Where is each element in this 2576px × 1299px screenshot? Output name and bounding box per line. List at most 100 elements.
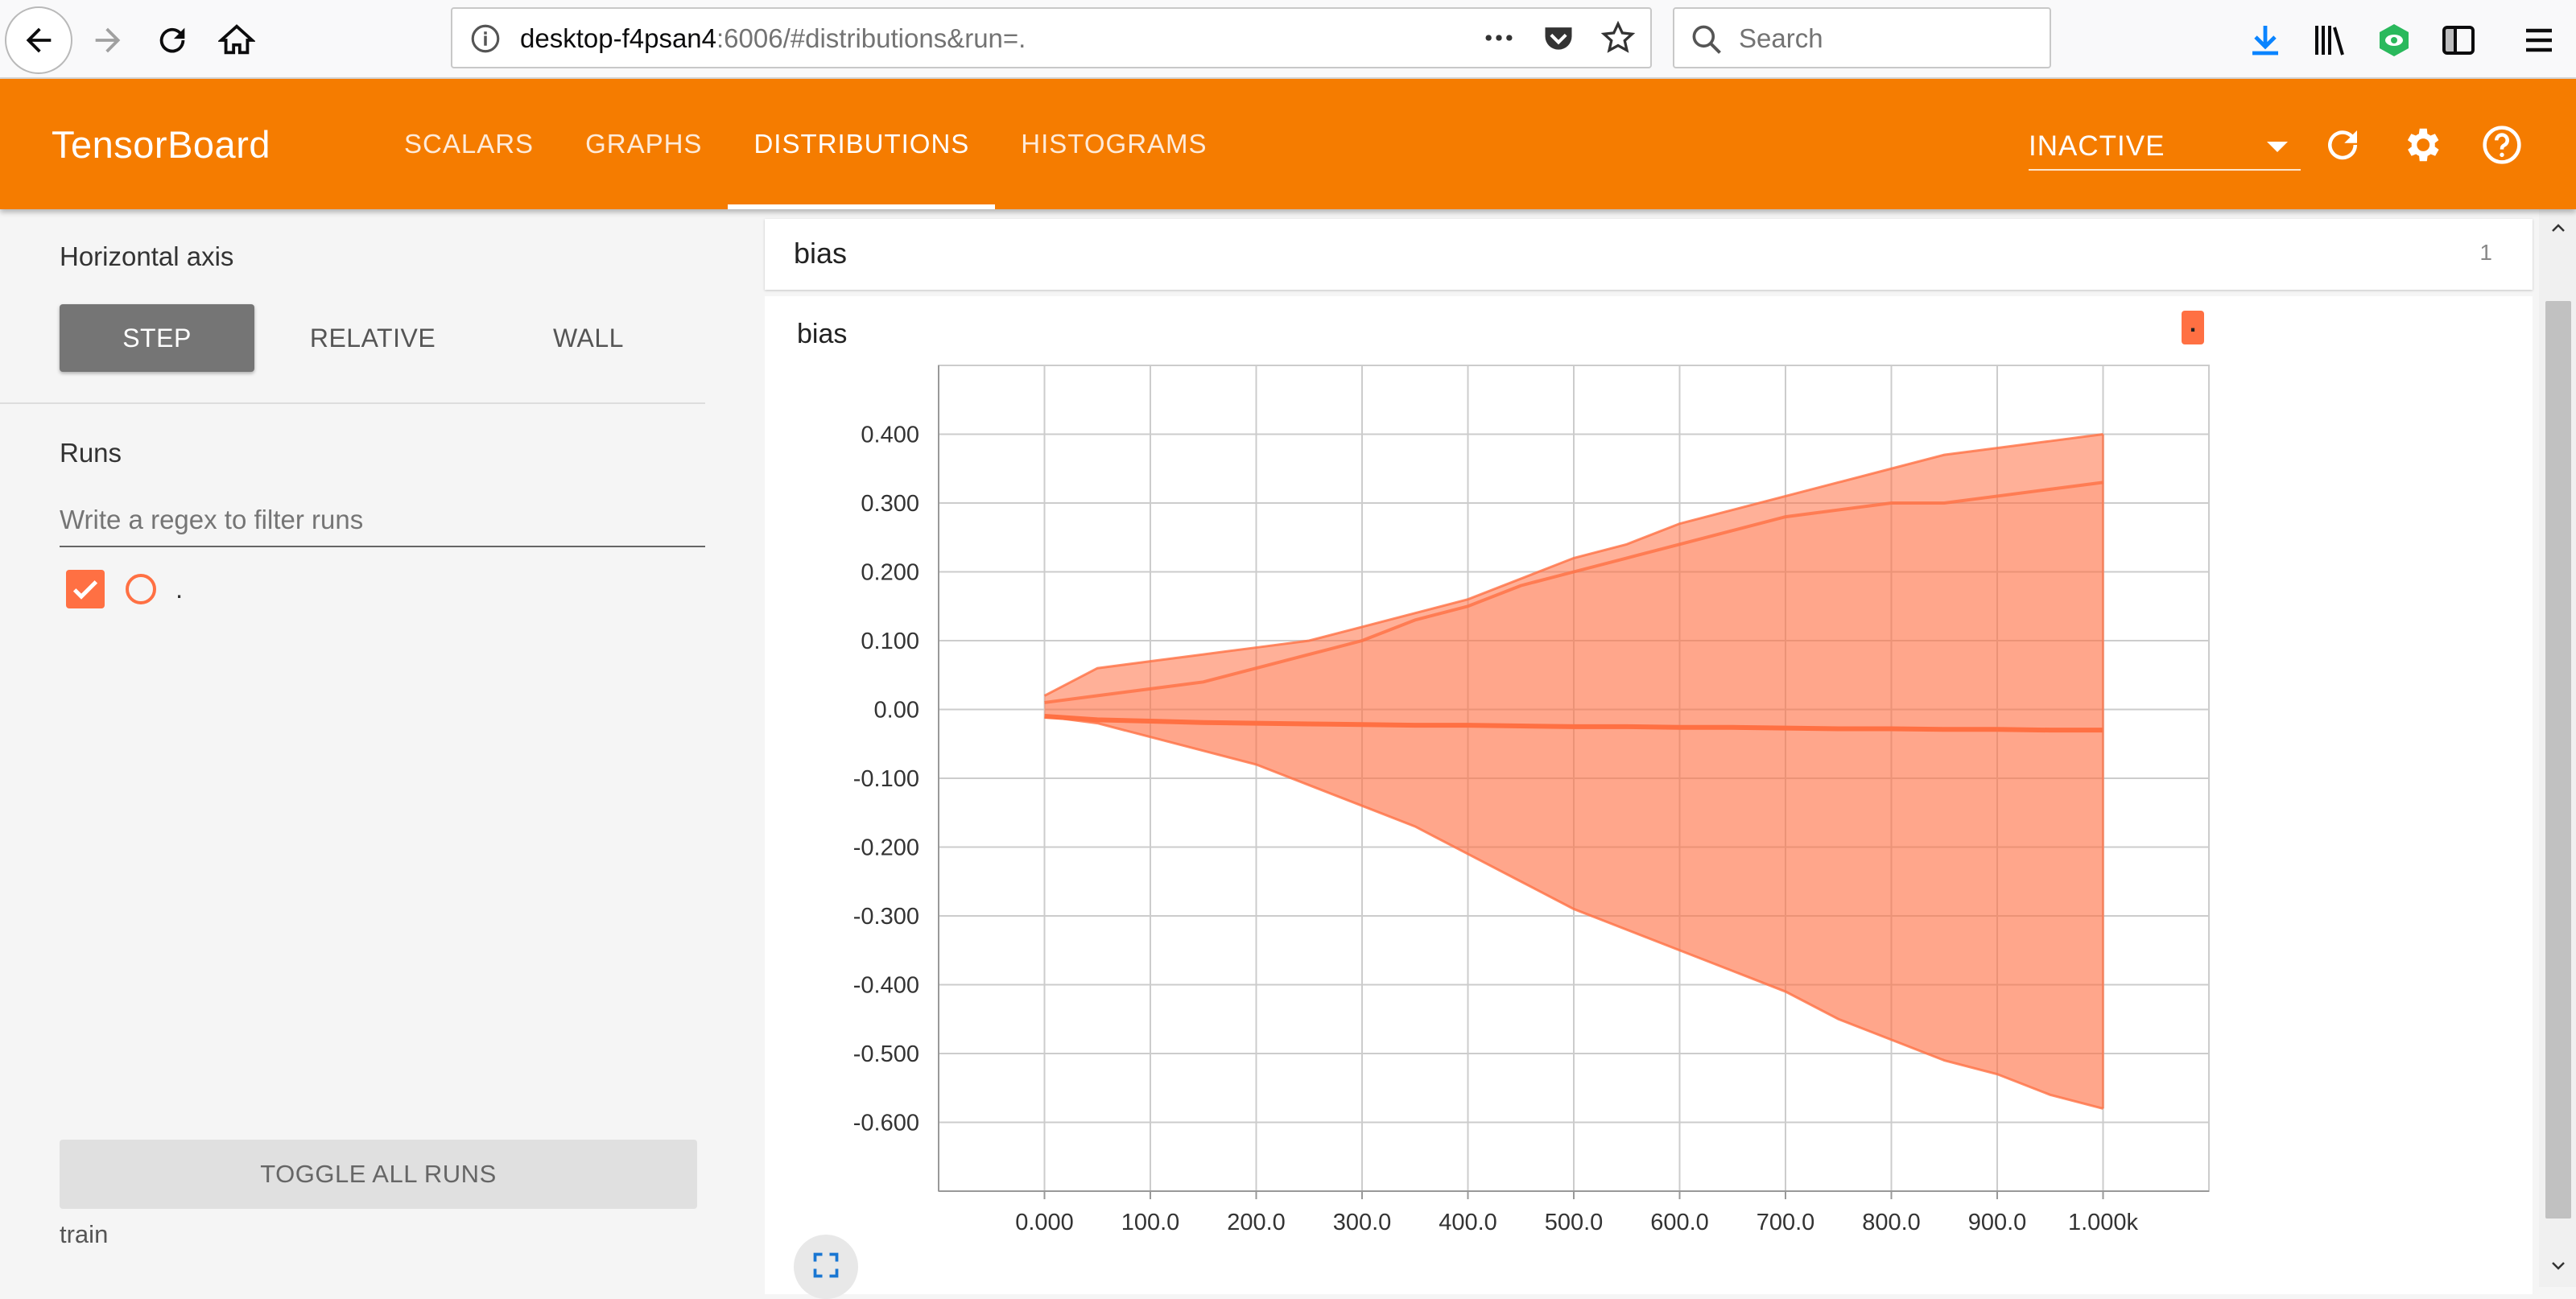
extension-button[interactable] (2370, 16, 2418, 64)
checkmark-icon (72, 580, 98, 600)
tab-distributions[interactable]: DISTRIBUTIONS (728, 79, 996, 209)
sidebar: Horizontal axis STEP RELATIVE WALL Runs … (0, 209, 705, 1287)
page-scrollbar[interactable] (2539, 209, 2576, 1287)
distribution-inner-band (1044, 482, 2103, 1109)
run-checkbox[interactable] (66, 570, 105, 608)
browser-search-box[interactable] (1673, 7, 2051, 68)
tensorboard-header: TensorBoard SCALARS GRAPHS DISTRIBUTIONS… (0, 79, 2576, 209)
menu-button[interactable] (2515, 16, 2563, 64)
x-tick-label: 200.0 (1227, 1210, 1286, 1235)
x-tick-label: 900.0 (1968, 1210, 2027, 1235)
x-tick-label: 300.0 (1333, 1210, 1392, 1235)
sidebar-toggle-button[interactable] (2434, 16, 2483, 64)
run-color-radio[interactable] (126, 574, 156, 604)
search-icon (1692, 25, 1721, 54)
help-button[interactable] (2478, 121, 2526, 169)
settings-button[interactable] (2397, 121, 2446, 169)
y-tick-label: -0.400 (853, 973, 919, 999)
hamburger-menu-icon (2526, 28, 2552, 52)
axis-relative-button[interactable]: RELATIVE (309, 323, 436, 353)
x-tick-label: 400.0 (1439, 1210, 1497, 1235)
category-count: 1 (2479, 240, 2492, 265)
upper-percentile-line (1043, 433, 2103, 697)
axis-step-button[interactable]: STEP (60, 304, 254, 372)
dropdown-value: INACTIVE (2029, 130, 2165, 162)
url-path: :6006/#distributions&run=. (716, 23, 1026, 53)
refresh-icon (2328, 130, 2358, 160)
x-tick-label: 800.0 (1862, 1210, 1921, 1235)
tab-scalars[interactable]: SCALARS (404, 129, 535, 159)
runs-regex-input[interactable] (60, 497, 705, 542)
y-tick-label: -0.500 (853, 1041, 919, 1067)
tab-histograms[interactable]: HISTOGRAMS (1021, 129, 1208, 159)
library-button[interactable] (2306, 16, 2354, 64)
url-host: desktop-f4psan4 (520, 23, 717, 53)
y-tick-label: 0.300 (861, 491, 919, 517)
y-tick-label: 0.200 (861, 560, 919, 586)
category-header[interactable]: bias 1 (765, 219, 2533, 290)
browser-search-input[interactable] (1739, 20, 2037, 57)
reload-data-button[interactable] (2318, 121, 2367, 169)
x-tick-label: 600.0 (1650, 1210, 1709, 1235)
x-tick-label: 500.0 (1545, 1210, 1604, 1235)
runs-regex-field[interactable] (60, 497, 705, 547)
url-text[interactable]: desktop-f4psan4:6006/#distributions&run=… (520, 23, 1026, 54)
arrow-right-icon (95, 27, 121, 53)
run-name: . (175, 574, 184, 604)
home-icon (218, 24, 255, 55)
address-bar[interactable]: desktop-f4psan4:6006/#distributions&run=… (451, 7, 1652, 68)
tab-graphs[interactable]: GRAPHS (585, 129, 703, 159)
help-circle-icon (2483, 126, 2521, 164)
arrow-left-icon (26, 27, 52, 53)
horizontal-axis-label: Horizontal axis (60, 241, 234, 271)
median-line (1044, 714, 2103, 733)
fullscreen-button[interactable] (794, 1235, 858, 1299)
scrollbar-thumb[interactable] (2545, 301, 2571, 1219)
chart-title: bias (797, 319, 848, 349)
sidebar-divider (0, 402, 705, 404)
app-title: TensorBoard (52, 123, 270, 166)
reload-button[interactable] (138, 6, 206, 74)
forward-button[interactable] (74, 6, 142, 74)
log-dir-label: train (60, 1220, 109, 1248)
upper-inner-percentile-line (1044, 480, 2103, 704)
bookmark-star-icon[interactable] (1600, 20, 1636, 56)
y-tick-label: -0.100 (853, 766, 919, 792)
chevron-down-icon (2267, 142, 2288, 152)
dashboard-tabs: SCALARS GRAPHS DISTRIBUTIONS HISTOGRAMS (378, 79, 1233, 209)
toggle-all-runs-button[interactable]: TOGGLE ALL RUNS (60, 1140, 697, 1209)
axis-wall-button[interactable]: WALL (553, 323, 624, 353)
download-arrow-icon (2252, 26, 2278, 56)
browser-toolbar: desktop-f4psan4:6006/#distributions&run=… (0, 0, 2576, 79)
distribution-chart[interactable]: 0.000 100.0 200.0 300.0 400.0 500.0 600.0 700.0… (765, 296, 2533, 1294)
home-button[interactable] (203, 6, 270, 74)
info-icon[interactable] (469, 22, 502, 56)
x-tick-label: 1.000k (2068, 1210, 2139, 1235)
inactive-dashboards-dropdown[interactable]: INACTIVE (2029, 126, 2301, 171)
horizontal-axis-selector: STEP RELATIVE WALL (60, 304, 707, 372)
pocket-icon[interactable] (1541, 20, 1576, 56)
back-button[interactable] (5, 6, 72, 74)
y-tick-label: -0.300 (853, 904, 919, 930)
scroll-down-icon[interactable] (2549, 1256, 2568, 1275)
run-tag-badge: . (2182, 311, 2204, 344)
y-tick-label: -0.200 (853, 835, 919, 861)
more-actions-icon[interactable] (1481, 20, 1517, 56)
category-title: bias (794, 237, 848, 270)
downloads-button[interactable] (2241, 16, 2289, 64)
y-tick-label: 0.00 (874, 698, 919, 724)
y-tick-label: 0.100 (861, 629, 919, 654)
lower-percentile-line (1044, 715, 2103, 1110)
distribution-chart-card: bias . 0.000 100.0 200.0 300.0 400.0 500.0 600… (765, 296, 2533, 1299)
scroll-up-icon[interactable] (2549, 219, 2568, 238)
library-icon (2315, 26, 2344, 56)
eye-extension-icon (2380, 24, 2409, 56)
y-tick-label: 0.400 (861, 423, 919, 448)
x-tick-label: 100.0 (1121, 1210, 1180, 1235)
gear-icon (2407, 128, 2439, 162)
distribution-outer-band (1044, 434, 2103, 1109)
sidebar-icon (2442, 26, 2475, 55)
main-panel: bias 1 bias . 0.000 100.0 200.0 300.0 400.0 5… (762, 209, 2539, 1299)
x-tick-label: 700.0 (1757, 1210, 1815, 1235)
y-tick-label: -0.600 (853, 1111, 919, 1136)
